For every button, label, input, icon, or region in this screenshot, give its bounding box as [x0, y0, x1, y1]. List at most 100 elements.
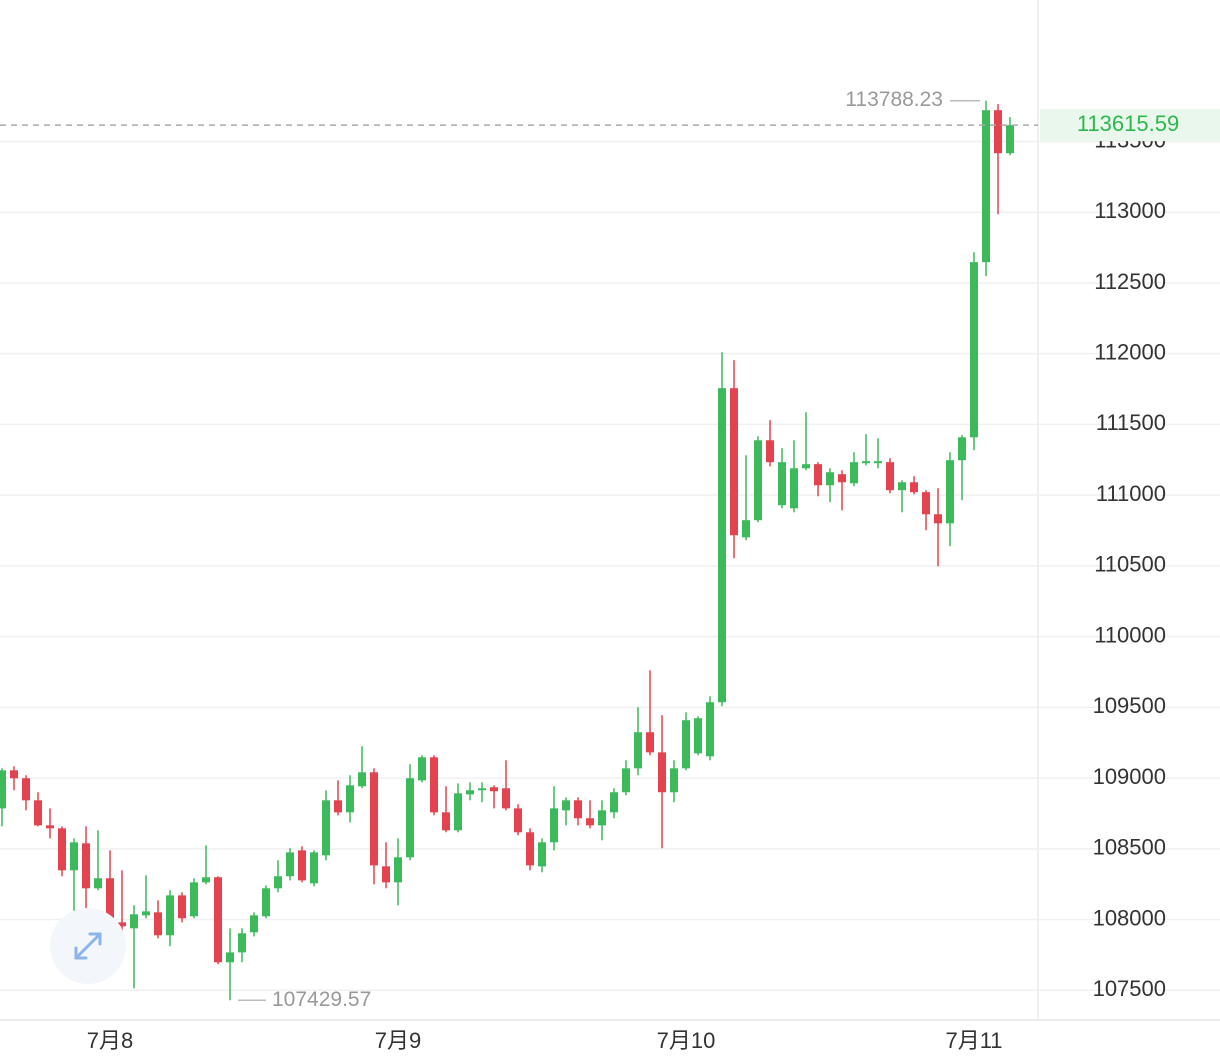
candle-body [94, 878, 102, 889]
overlay: 113788.23 107429.57 113615.59 [0, 88, 1220, 1011]
y-tick-label: 112500 [1094, 269, 1166, 294]
grid: 107500 108000 108500 109000 109500 110000 1105… [0, 127, 1220, 1053]
candle-body [478, 788, 486, 791]
candle-body [322, 800, 330, 856]
expand-icon [74, 932, 102, 960]
candle-body [58, 828, 66, 871]
candle-body [922, 492, 930, 515]
candle-body [994, 110, 1002, 154]
candle-body [838, 474, 846, 483]
candle-body [610, 792, 618, 813]
y-tick-label: 107500 [1093, 976, 1166, 1001]
candle-body [442, 812, 450, 831]
candle-body [430, 757, 438, 813]
candles [0, 100, 1014, 1001]
candle-body [970, 262, 978, 438]
x-tick-label: 7月9 [375, 1028, 421, 1053]
current-price-bg [1040, 109, 1220, 142]
candle-body [130, 914, 138, 929]
y-tick-label: 111500 [1096, 410, 1166, 435]
candle-body [82, 843, 90, 889]
y-tick-label: 111000 [1096, 481, 1166, 506]
candle-body [946, 460, 954, 524]
candle-body [22, 778, 30, 801]
candle-body [274, 876, 282, 889]
max-label: 113788.23 [845, 88, 943, 111]
candle-body [898, 482, 906, 491]
candle-body [766, 440, 774, 463]
candle-body [874, 461, 882, 464]
candle-body [538, 842, 546, 867]
candle-body [190, 882, 198, 917]
candle-body [334, 800, 342, 813]
candle-body [934, 514, 942, 524]
candle-body [730, 388, 738, 536]
candle-body [202, 877, 210, 883]
candle-body [862, 461, 870, 464]
y-tick-label: 109500 [1093, 693, 1166, 718]
x-tick-label: 7月8 [87, 1028, 133, 1053]
candle-body [622, 768, 630, 793]
candle-body [778, 462, 786, 506]
candle-body [262, 888, 270, 917]
candle-body [418, 757, 426, 781]
min-label: 107429.57 [272, 988, 371, 1011]
candle-body [634, 732, 642, 769]
candle-body [646, 732, 654, 753]
candle-body [514, 808, 522, 833]
candle-body [370, 772, 378, 866]
candle-body [250, 915, 258, 933]
y-tick-label: 110000 [1094, 622, 1166, 647]
candle-body [502, 788, 510, 809]
candle-body [742, 520, 750, 538]
candle-body [574, 800, 582, 819]
candle-body [70, 842, 78, 871]
current-price-label: 113615.59 [1077, 111, 1179, 136]
candle-body [826, 472, 834, 486]
candle-body [286, 852, 294, 877]
candle-body [466, 790, 474, 795]
candle-body [46, 825, 54, 829]
candle-body [790, 468, 798, 509]
candle-body [142, 911, 150, 916]
y-tick-label: 108000 [1093, 905, 1166, 930]
candle-body [298, 850, 306, 881]
candle-body [526, 832, 534, 866]
candle-body [310, 852, 318, 884]
candle-body [670, 768, 678, 793]
candle-body [886, 462, 894, 491]
candle-body [550, 808, 558, 843]
x-tick-label: 7月10 [657, 1028, 716, 1053]
candle-body [118, 922, 126, 927]
candle-body [214, 877, 222, 963]
candle-body [598, 810, 606, 826]
candle-body [562, 800, 570, 811]
candle-body [166, 895, 174, 936]
candle-body [586, 818, 594, 826]
candle-body [346, 785, 354, 813]
x-tick-label: 7月11 [945, 1028, 1002, 1053]
y-tick-label: 108500 [1093, 835, 1166, 860]
candle-body [754, 440, 762, 521]
candle-body [106, 878, 114, 926]
candle-body [10, 770, 18, 779]
candle-body [394, 857, 402, 883]
candle-body [154, 912, 162, 936]
candle-body [238, 933, 246, 953]
expand-button[interactable] [50, 908, 126, 984]
candle-body [802, 464, 810, 469]
y-tick-label: 109000 [1093, 764, 1166, 789]
candle-body [406, 778, 414, 858]
candle-body [490, 787, 498, 792]
candle-body [706, 702, 714, 757]
candle-body [358, 772, 366, 787]
candle-body [226, 952, 234, 963]
candle-body [382, 866, 390, 883]
candle-body [718, 388, 726, 703]
candle-body [658, 752, 666, 793]
candle-body [178, 895, 186, 919]
candle-body [910, 482, 918, 493]
y-tick-label: 110500 [1094, 552, 1166, 577]
